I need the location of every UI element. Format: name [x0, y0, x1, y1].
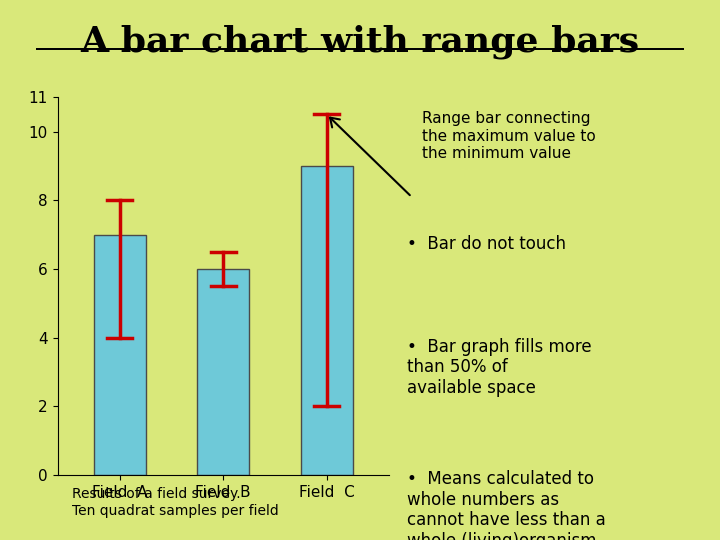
Bar	[301, 166, 353, 475]
Text: Range bar connecting
the maximum value to
the minimum value: Range bar connecting the maximum value t…	[422, 111, 595, 161]
Text: •  Means calculated to
whole numbers as
cannot have less than a
whole (living)or: • Means calculated to whole numbers as c…	[407, 470, 606, 540]
Text: •  Bar do not touch: • Bar do not touch	[407, 235, 566, 253]
Bar	[197, 269, 249, 475]
Bar	[94, 235, 145, 475]
Text: A bar chart with range bars: A bar chart with range bars	[81, 24, 639, 59]
Text: •  Bar graph fills more
than 50% of
available space: • Bar graph fills more than 50% of avail…	[407, 338, 591, 397]
Text: Results of a field survey.
Ten quadrat samples per field: Results of a field survey. Ten quadrat s…	[72, 488, 279, 517]
